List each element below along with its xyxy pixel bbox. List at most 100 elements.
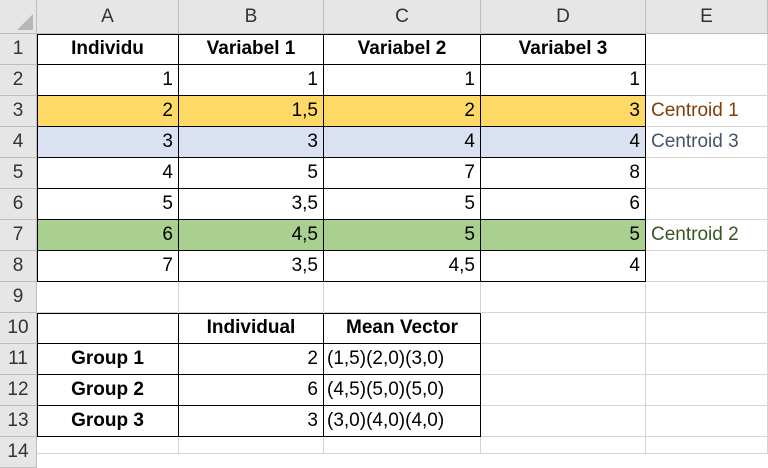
cell-c4[interactable]: 4 [324, 127, 481, 158]
cell-d10[interactable] [481, 313, 646, 344]
cell-e12[interactable] [646, 375, 768, 406]
cell-a13[interactable]: Group 3 [37, 406, 179, 437]
row-header-3[interactable]: 3 [0, 96, 37, 127]
table1-border-bottom [37, 281, 646, 282]
cell-b14[interactable] [179, 437, 324, 454]
row-header-10[interactable]: 10 [0, 313, 37, 344]
cell-e7-centroid-2-label[interactable]: Centroid 2 [646, 220, 768, 251]
column-header-e[interactable]: E [646, 0, 768, 34]
cell-c14[interactable] [324, 437, 481, 454]
row-header-11[interactable]: 11 [0, 344, 37, 375]
cell-a3[interactable]: 2 [37, 96, 179, 127]
row-header-12[interactable]: 12 [0, 375, 37, 406]
cell-d2[interactable]: 1 [481, 65, 646, 96]
cell-c12[interactable]: (4,5)(5,0)(5,0) [324, 375, 481, 406]
cell-a1[interactable]: Individu [37, 34, 179, 65]
cell-e2[interactable] [646, 65, 768, 96]
cell-d8[interactable]: 4 [481, 251, 646, 282]
cell-c9[interactable] [324, 282, 481, 313]
cell-b1[interactable]: Variabel 1 [179, 34, 324, 65]
cell-c3[interactable]: 2 [324, 96, 481, 127]
cell-c10[interactable]: Mean Vector [324, 313, 481, 344]
table2-border-row11 [37, 374, 481, 375]
cell-d9[interactable] [481, 282, 646, 313]
cell-a5[interactable]: 4 [37, 158, 179, 189]
cell-e11[interactable] [646, 344, 768, 375]
cell-a9[interactable] [37, 282, 179, 313]
cell-e6[interactable] [646, 189, 768, 220]
column-header-a[interactable]: A [37, 0, 179, 34]
table1-border-col-b [323, 34, 324, 282]
row-header-2[interactable]: 2 [0, 65, 37, 96]
cell-d7[interactable]: 5 [481, 220, 646, 251]
row-header-5[interactable]: 5 [0, 158, 37, 189]
cell-c11[interactable]: (1,5)(2,0)(3,0) [324, 344, 481, 375]
cell-a2[interactable]: 1 [37, 65, 179, 96]
select-all-corner[interactable] [0, 0, 37, 34]
cell-b2[interactable]: 1 [179, 65, 324, 96]
cell-a7[interactable]: 6 [37, 220, 179, 251]
table1-border-row3 [37, 126, 646, 127]
cell-e13[interactable] [646, 406, 768, 437]
cell-c8[interactable]: 4,5 [324, 251, 481, 282]
row-header-9[interactable]: 9 [0, 282, 37, 313]
cell-d6[interactable]: 6 [481, 189, 646, 220]
cell-a6[interactable]: 5 [37, 189, 179, 220]
row-header-7[interactable]: 7 [0, 220, 37, 251]
cell-e14[interactable] [646, 437, 768, 454]
cell-b3[interactable]: 1,5 [179, 96, 324, 127]
cell-c6[interactable]: 5 [324, 189, 481, 220]
cell-a8[interactable]: 7 [37, 251, 179, 282]
cell-b11[interactable]: 2 [179, 344, 324, 375]
cell-e9[interactable] [646, 282, 768, 313]
row-header-4[interactable]: 4 [0, 127, 37, 158]
cell-d1[interactable]: Variabel 3 [481, 34, 646, 65]
cell-b5[interactable]: 5 [179, 158, 324, 189]
cell-d3[interactable]: 3 [481, 96, 646, 127]
cell-a11[interactable]: Group 1 [37, 344, 179, 375]
cell-d4[interactable]: 4 [481, 127, 646, 158]
table1-border-col-a [178, 34, 179, 282]
cell-d5[interactable]: 8 [481, 158, 646, 189]
row-header-6[interactable]: 6 [0, 189, 37, 220]
column-header-d[interactable]: D [481, 0, 646, 34]
cell-d13[interactable] [481, 406, 646, 437]
cell-d14[interactable] [481, 437, 646, 454]
cell-e5[interactable] [646, 158, 768, 189]
cell-c2[interactable]: 1 [324, 65, 481, 96]
cell-e4-centroid-3-label[interactable]: Centroid 3 [646, 127, 768, 158]
cell-e8[interactable] [646, 251, 768, 282]
table1-border-right [645, 34, 646, 282]
cell-b7[interactable]: 4,5 [179, 220, 324, 251]
cell-c1[interactable]: Variabel 2 [324, 34, 481, 65]
cell-d11[interactable] [481, 344, 646, 375]
row-header-14[interactable]: 14 [0, 437, 37, 468]
cell-a4[interactable]: 3 [37, 127, 179, 158]
row-header-13[interactable]: 13 [0, 406, 37, 437]
cell-b4[interactable]: 3 [179, 127, 324, 158]
cell-c7[interactable]: 5 [324, 220, 481, 251]
cell-a10[interactable] [37, 313, 179, 344]
cell-e1[interactable] [646, 34, 768, 65]
table1-border-row6 [37, 219, 646, 220]
column-header-b[interactable]: B [179, 0, 324, 34]
cell-b6[interactable]: 3,5 [179, 189, 324, 220]
cell-c5[interactable]: 7 [324, 158, 481, 189]
column-header-c[interactable]: C [324, 0, 481, 34]
cell-b13[interactable]: 3 [179, 406, 324, 437]
select-all-triangle-icon [17, 14, 33, 30]
cell-a12[interactable]: Group 2 [37, 375, 179, 406]
cell-e10[interactable] [646, 313, 768, 344]
cell-b8[interactable]: 3,5 [179, 251, 324, 282]
cell-a14[interactable] [37, 437, 179, 454]
cell-e3-centroid-1-label[interactable]: Centroid 1 [646, 96, 768, 127]
cell-d12[interactable] [481, 375, 646, 406]
row-header-1[interactable]: 1 [0, 34, 37, 65]
table1-border-row7 [37, 250, 646, 251]
cell-c13[interactable]: (3,0)(4,0)(4,0) [324, 406, 481, 437]
cell-b9[interactable] [179, 282, 324, 313]
row-header-8[interactable]: 8 [0, 251, 37, 282]
cell-b10[interactable]: Individual [179, 313, 324, 344]
table1-border-row4 [37, 157, 646, 158]
cell-b12[interactable]: 6 [179, 375, 324, 406]
